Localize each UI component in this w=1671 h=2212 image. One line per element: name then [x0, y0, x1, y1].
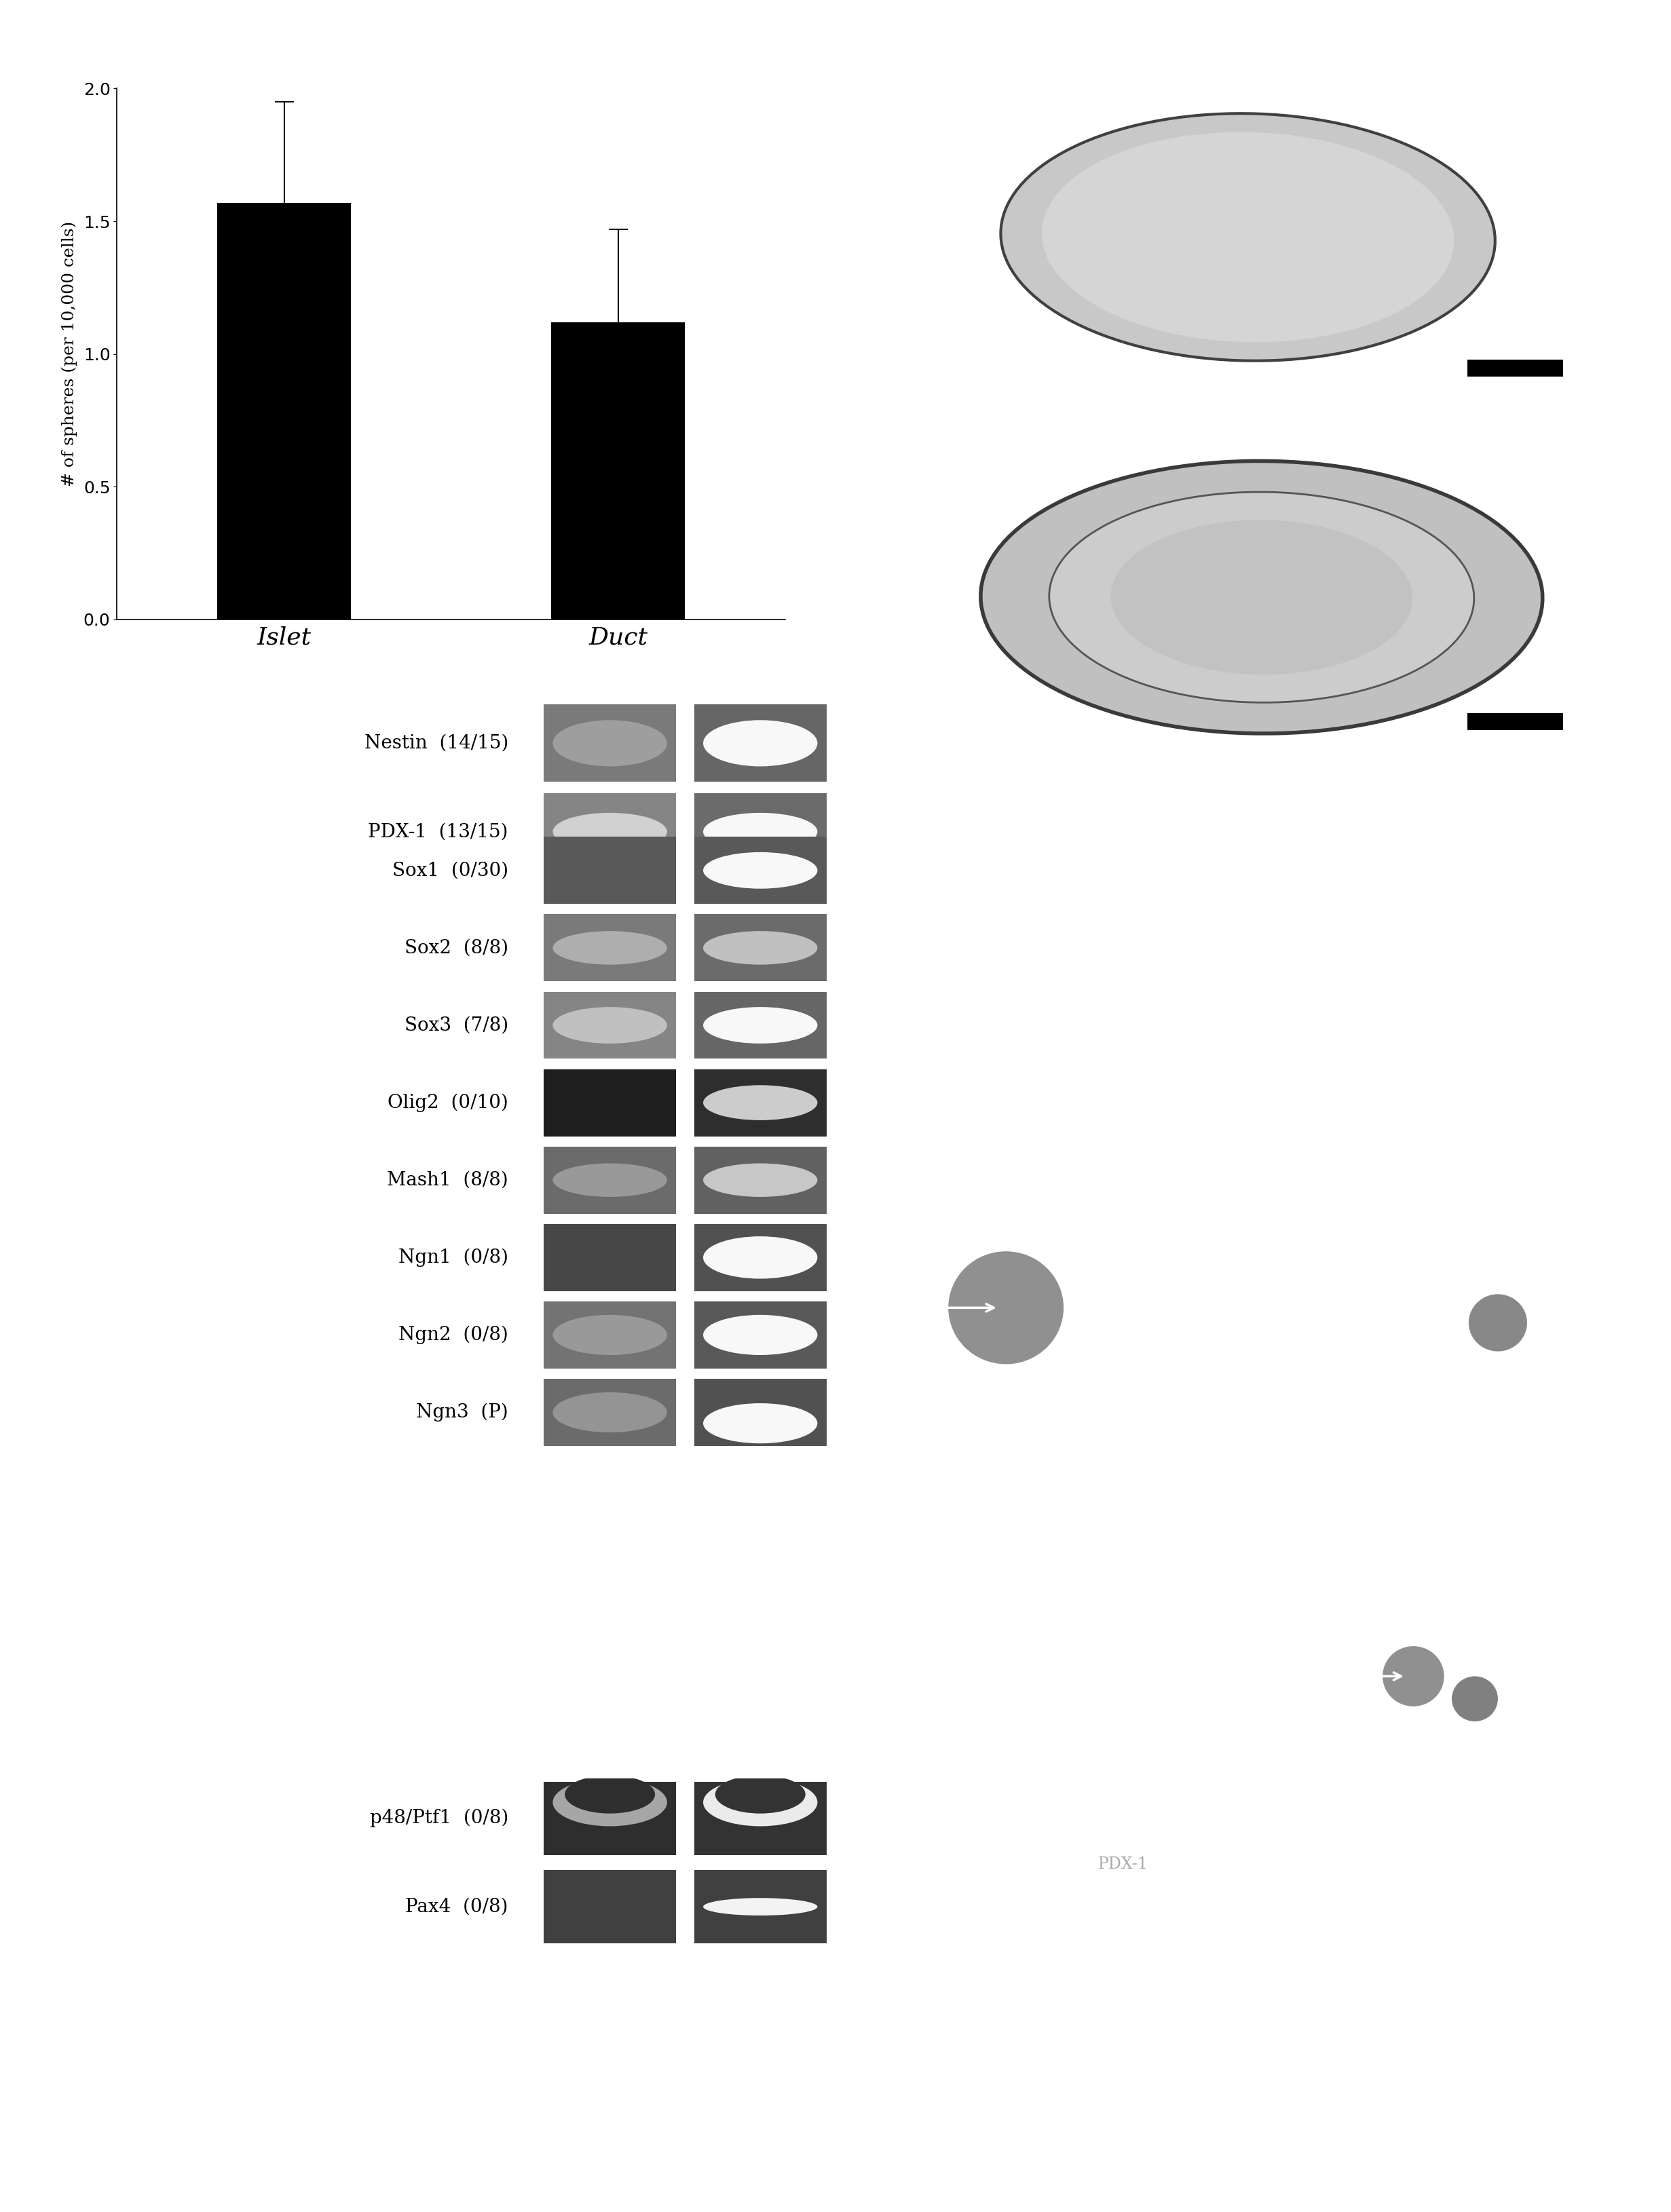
Bar [543, 1378, 677, 1447]
Text: Ngn2  (0/8): Ngn2 (0/8) [398, 1325, 508, 1345]
Bar [1467, 361, 1562, 376]
Text: Nestin +: Nestin + [882, 1856, 961, 1871]
Ellipse shape [1041, 133, 1454, 343]
Bar [693, 1301, 827, 1369]
Ellipse shape [715, 1776, 805, 1814]
Bar [693, 1378, 827, 1447]
Text: Sox3  (7/8): Sox3 (7/8) [404, 1015, 508, 1035]
Bar [693, 706, 827, 781]
Ellipse shape [703, 931, 817, 964]
Bar [217, 204, 351, 619]
Bar [543, 836, 677, 905]
Bar [543, 706, 677, 781]
Text: Olig2  (0/10): Olig2 (0/10) [388, 1093, 508, 1113]
Ellipse shape [553, 812, 667, 852]
Ellipse shape [1049, 491, 1474, 703]
Text: p48/Ptf1  (0/8): p48/Ptf1 (0/8) [369, 1809, 508, 1827]
Circle shape [1469, 1294, 1527, 1352]
Bar [543, 1068, 677, 1137]
Bar [543, 914, 677, 982]
Ellipse shape [703, 1402, 817, 1444]
Ellipse shape [703, 1314, 817, 1356]
Bar [543, 991, 677, 1060]
Ellipse shape [565, 1776, 655, 1814]
Text: +: + [752, 726, 769, 745]
Ellipse shape [703, 1237, 817, 1279]
Ellipse shape [553, 1006, 667, 1044]
Y-axis label: # of spheres (per 10,000 cells): # of spheres (per 10,000 cells) [62, 221, 77, 487]
Bar [551, 323, 685, 619]
Text: PDX-1: PDX-1 [1098, 1856, 1148, 1871]
Ellipse shape [703, 1006, 817, 1044]
Bar [543, 1223, 677, 1292]
Bar [693, 914, 827, 982]
Bar [693, 1869, 827, 1944]
Ellipse shape [553, 721, 667, 765]
Bar [693, 991, 827, 1060]
Text: Mash1  (8/8): Mash1 (8/8) [388, 1170, 508, 1190]
Bar [1467, 714, 1562, 730]
Bar [543, 1869, 677, 1944]
Bar [693, 836, 827, 905]
Text: PSC: PSC [605, 726, 645, 745]
Bar [543, 1301, 677, 1369]
Ellipse shape [553, 1314, 667, 1356]
Ellipse shape [703, 812, 817, 852]
Ellipse shape [703, 721, 817, 765]
Ellipse shape [553, 1391, 667, 1433]
Text: Ngn1  (0/8): Ngn1 (0/8) [398, 1248, 508, 1267]
Ellipse shape [553, 931, 667, 964]
Text: Nestin  (14/15): Nestin (14/15) [364, 734, 508, 752]
Ellipse shape [703, 1164, 817, 1197]
Ellipse shape [703, 852, 817, 889]
Text: PDX-1  (13/15): PDX-1 (13/15) [368, 823, 508, 841]
Bar [543, 794, 677, 869]
Bar [693, 1068, 827, 1137]
Ellipse shape [981, 460, 1542, 734]
Bar [543, 1781, 677, 1856]
Bar [543, 1146, 677, 1214]
Text: Ngn3  (P): Ngn3 (P) [416, 1402, 508, 1422]
Ellipse shape [553, 1164, 667, 1197]
Text: Sox2  (8/8): Sox2 (8/8) [404, 938, 508, 958]
Circle shape [1452, 1677, 1497, 1721]
Ellipse shape [703, 1086, 817, 1119]
Ellipse shape [1001, 113, 1496, 361]
Ellipse shape [703, 1898, 817, 1916]
Ellipse shape [553, 1778, 667, 1827]
Circle shape [949, 1252, 1064, 1365]
Text: Sox1  (0/30): Sox1 (0/30) [393, 860, 508, 880]
Ellipse shape [703, 1778, 817, 1827]
Bar [693, 1146, 827, 1214]
Text: Pax4  (0/8): Pax4 (0/8) [406, 1898, 508, 1916]
Circle shape [1382, 1646, 1444, 1705]
Ellipse shape [1111, 520, 1412, 675]
Bar [693, 1781, 827, 1856]
Bar [693, 794, 827, 869]
Bar [693, 1223, 827, 1292]
